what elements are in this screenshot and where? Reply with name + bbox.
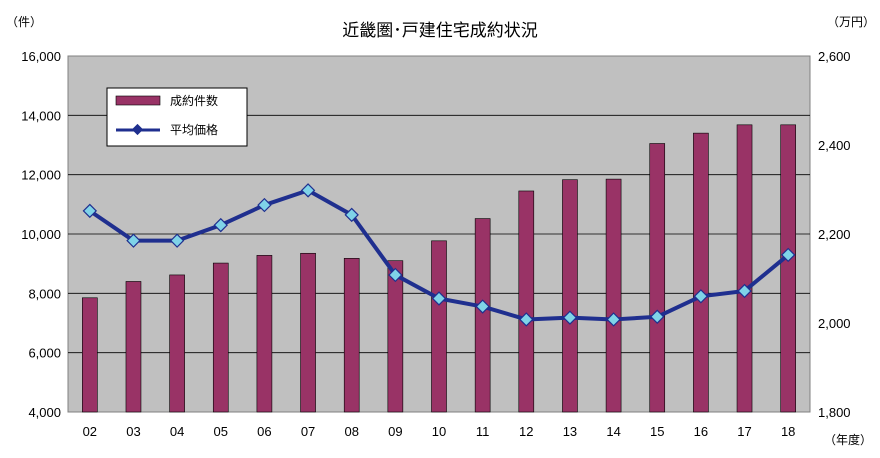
line-point bbox=[475, 299, 490, 314]
bar bbox=[693, 132, 709, 413]
line-point bbox=[82, 203, 98, 219]
legend-line-marker bbox=[131, 123, 144, 136]
bar bbox=[649, 143, 666, 413]
line-point bbox=[213, 217, 228, 233]
right-axis-unit: （万円） bbox=[827, 15, 875, 29]
bar bbox=[562, 179, 578, 413]
x-tick-label: 06 bbox=[257, 424, 271, 439]
x-tick-label: 16 bbox=[694, 424, 708, 439]
line-point bbox=[257, 197, 272, 213]
right-tick-label: 2,200 bbox=[818, 227, 851, 242]
left-tick-label: 8,000 bbox=[28, 286, 61, 301]
x-tick-label: 15 bbox=[650, 424, 664, 439]
bar bbox=[474, 218, 491, 413]
x-tick-label: 12 bbox=[519, 424, 533, 439]
line-point bbox=[737, 283, 752, 299]
bar bbox=[125, 281, 142, 413]
chart-title: 近畿圏･戸建住宅成約状況 bbox=[342, 21, 538, 41]
left-tick-label: 6,000 bbox=[28, 346, 61, 361]
x-tick-label: 13 bbox=[563, 424, 577, 439]
bar bbox=[82, 297, 98, 413]
x-tick-label: 03 bbox=[126, 424, 140, 439]
line-point bbox=[780, 247, 796, 263]
x-tick-label: 10 bbox=[432, 424, 446, 439]
legend-bar-label: 成約件数 bbox=[170, 93, 218, 108]
x-tick-label: 07 bbox=[301, 424, 315, 439]
x-tick-label: 14 bbox=[606, 424, 620, 439]
left-tick-label: 16,000 bbox=[21, 49, 61, 64]
right-axis: 1,800 2,000 2,200 2,400 2,600 bbox=[818, 49, 851, 420]
right-tick-label: 2,000 bbox=[818, 316, 851, 331]
bar bbox=[518, 190, 535, 413]
line-point bbox=[388, 267, 403, 283]
line-point bbox=[562, 310, 578, 325]
legend-line-label: 平均価格 bbox=[170, 122, 218, 137]
bar bbox=[256, 255, 273, 413]
line-point bbox=[126, 233, 141, 248]
line-series bbox=[82, 183, 796, 327]
line-point bbox=[431, 291, 447, 306]
bar bbox=[343, 258, 360, 413]
x-axis-unit: （年度） bbox=[824, 432, 872, 447]
bar bbox=[736, 124, 753, 413]
bar bbox=[169, 274, 185, 413]
bar bbox=[300, 252, 316, 413]
bar bbox=[605, 178, 622, 413]
bar bbox=[780, 124, 796, 413]
legend: 成約件数 平均価格 bbox=[106, 87, 248, 147]
left-tick-label: 10,000 bbox=[21, 227, 61, 242]
left-tick-label: 12,000 bbox=[21, 168, 61, 183]
bar-series bbox=[82, 124, 796, 413]
bar bbox=[431, 240, 447, 413]
line-point bbox=[650, 309, 665, 324]
x-tick-label: 02 bbox=[83, 424, 97, 439]
x-tick-label: 11 bbox=[476, 424, 490, 439]
line-point bbox=[693, 289, 709, 304]
x-axis: 02 03 04 05 06 07 08 09 10 11 12 13 14 15 16 17 18 bbox=[83, 424, 796, 439]
right-tick-label: 2,600 bbox=[818, 49, 851, 64]
legend-bar-swatch bbox=[115, 95, 161, 106]
line-point bbox=[300, 183, 316, 198]
left-axis: 4,000 6,000 8,000 10,000 12,000 14,000 16,000 bbox=[21, 49, 61, 420]
bar bbox=[212, 262, 229, 413]
x-tick-label: 08 bbox=[344, 424, 358, 439]
line-point bbox=[606, 312, 621, 327]
x-tick-label: 09 bbox=[388, 424, 402, 439]
left-axis-unit: （件） bbox=[6, 15, 42, 29]
bar bbox=[387, 260, 404, 413]
right-tick-label: 1,800 bbox=[818, 405, 851, 420]
left-tick-label: 4,000 bbox=[28, 405, 61, 420]
right-tick-label: 2,400 bbox=[818, 138, 851, 153]
left-tick-label: 14,000 bbox=[21, 108, 61, 123]
x-tick-label: 04 bbox=[170, 424, 184, 439]
x-tick-label: 05 bbox=[214, 424, 228, 439]
x-tick-label: 18 bbox=[781, 424, 795, 439]
line-point bbox=[169, 233, 185, 248]
x-tick-label: 17 bbox=[737, 424, 751, 439]
line-point bbox=[344, 207, 359, 223]
line-point bbox=[519, 312, 534, 327]
